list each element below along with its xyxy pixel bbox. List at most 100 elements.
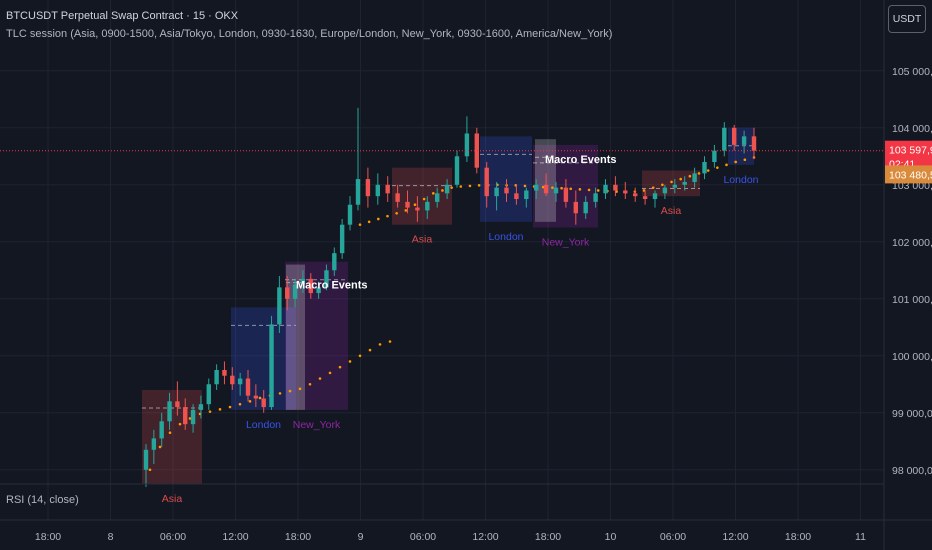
session-label: Asia xyxy=(661,205,682,217)
candle-body xyxy=(292,284,298,299)
candle-body xyxy=(534,184,539,191)
secondary-price-tag xyxy=(885,165,932,184)
candle-body xyxy=(524,190,529,200)
orange-point xyxy=(688,174,692,178)
candle-body xyxy=(751,136,757,151)
price-axis-bg xyxy=(884,0,932,550)
candle-body xyxy=(623,190,628,194)
candle-body xyxy=(183,407,188,425)
orange-point xyxy=(615,190,618,193)
orange-point xyxy=(298,387,302,391)
session-label: New_York xyxy=(293,419,341,431)
session-box-macro-events xyxy=(535,139,556,222)
candle-body xyxy=(583,201,588,214)
candle-body xyxy=(672,184,677,188)
candle-body xyxy=(206,384,211,405)
rsi-pane-label[interactable]: RSI (14, close) xyxy=(6,494,79,506)
candle-body xyxy=(316,287,321,294)
orange-point xyxy=(706,169,710,172)
session-labels: Asia London New_York Macro Events Asia London… xyxy=(162,154,759,505)
orange-point xyxy=(378,343,382,346)
time-axis[interactable]: 18:00 8 06:00 12:00 18:00 9 06:00 12:00 18:00 10 0… xyxy=(0,483,932,543)
orange-point xyxy=(395,211,398,215)
orange-point xyxy=(551,186,554,189)
orange-point xyxy=(679,177,682,181)
chart-title: BTCUSDT Perpetual Swap Contract · 15 · O… xyxy=(6,10,239,22)
orange-point xyxy=(587,188,591,192)
orange-point xyxy=(308,382,312,386)
orange-point xyxy=(441,189,444,192)
orange-point xyxy=(386,214,389,218)
orange-point xyxy=(743,158,747,162)
time-tick-label: 12:00 xyxy=(472,531,498,543)
orange-point xyxy=(288,389,292,393)
price-tick-label: 100 000,0 xyxy=(892,351,932,363)
orange-point xyxy=(404,209,408,212)
time-tick-label: 12:00 xyxy=(722,531,748,543)
session-box-asia xyxy=(142,389,202,484)
orange-point xyxy=(670,180,673,184)
session-box-asia xyxy=(392,167,452,225)
time-tick-label: 06:00 xyxy=(160,531,186,543)
orange-point xyxy=(569,187,573,191)
orange-point xyxy=(278,392,282,395)
candle-body xyxy=(151,438,157,450)
candle-body xyxy=(484,167,489,197)
session-label: Asia xyxy=(412,234,433,246)
time-tick-label: 11 xyxy=(855,531,866,543)
candle-body xyxy=(324,270,329,288)
candle-body xyxy=(603,184,608,194)
indicator-legend[interactable]: TLC session (Asia, 0900-1500, Asia/Tokyo… xyxy=(6,28,613,40)
orange-point xyxy=(596,189,600,192)
candle-body xyxy=(230,375,235,385)
candle-body xyxy=(494,187,499,197)
time-tick-label: 06:00 xyxy=(660,531,686,543)
candle-body xyxy=(355,179,361,205)
price-axis[interactable]: 98 000,0 99 000,0 100 000,0 101 000,0 102 00… xyxy=(883,0,932,550)
candle-body xyxy=(332,253,337,271)
session-label: London xyxy=(246,419,281,431)
secondary-price-value: 103 480,5 xyxy=(889,169,932,181)
currency-button[interactable]: USDT xyxy=(888,5,926,33)
orange-point xyxy=(413,203,417,207)
orange-point xyxy=(358,223,362,226)
orange-point xyxy=(651,186,655,189)
orange-point xyxy=(168,431,172,435)
time-tick-label: 8 xyxy=(108,531,114,543)
candle-body xyxy=(198,404,204,410)
orange-point xyxy=(734,160,737,164)
candlestick-series xyxy=(143,107,757,487)
candle-body xyxy=(642,196,648,200)
orange-point xyxy=(148,468,152,472)
orange-point xyxy=(560,186,563,190)
orange-point xyxy=(450,186,453,189)
candle-body xyxy=(444,184,450,194)
candle-body xyxy=(300,278,306,285)
candle-body xyxy=(741,136,747,145)
orange-point xyxy=(208,410,212,413)
candle-body xyxy=(175,401,180,408)
orange-point xyxy=(725,163,728,167)
orange-point xyxy=(367,220,371,224)
price-tick-label: 98 000,0 xyxy=(892,465,932,477)
candle-body xyxy=(237,378,243,385)
session-box-asia xyxy=(642,170,700,197)
orange-point xyxy=(158,445,162,449)
candle-body xyxy=(573,201,578,214)
orange-point xyxy=(477,184,481,187)
session-label: London xyxy=(723,174,758,186)
candle-body xyxy=(722,127,727,151)
candle-body xyxy=(464,133,470,157)
price-tick-label: 102 000,0 xyxy=(892,237,932,249)
candle-body xyxy=(222,370,227,376)
orange-point xyxy=(422,197,426,201)
candle-body xyxy=(712,150,717,162)
time-tick-label: 10 xyxy=(605,531,617,543)
candle-body xyxy=(308,278,313,294)
orange-point xyxy=(228,405,232,409)
orange-point xyxy=(697,172,701,175)
candle-body xyxy=(593,193,598,202)
session-label: Macro Events xyxy=(296,280,368,292)
candle-body xyxy=(682,181,687,185)
